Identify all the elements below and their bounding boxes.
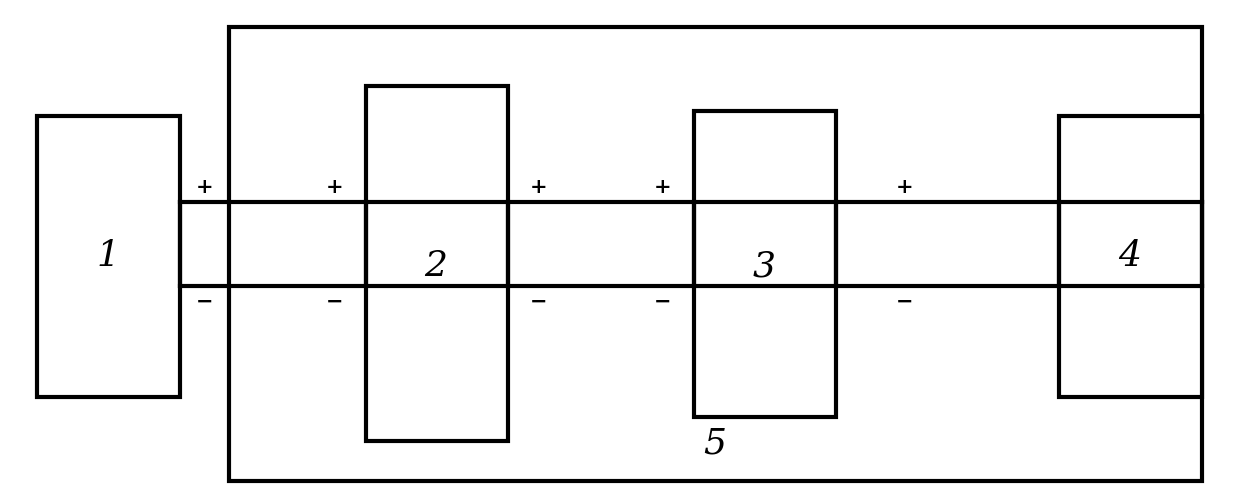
Text: −: − (196, 292, 213, 312)
FancyBboxPatch shape (1059, 116, 1202, 397)
Text: 1: 1 (97, 240, 119, 273)
Text: 5: 5 (704, 427, 726, 460)
Text: −: − (530, 292, 548, 312)
Text: −: − (326, 292, 343, 312)
Text: 2: 2 (425, 249, 447, 283)
FancyBboxPatch shape (366, 86, 508, 441)
Text: +: + (196, 177, 213, 197)
Text: +: + (326, 177, 343, 197)
FancyBboxPatch shape (229, 27, 1202, 481)
Text: 3: 3 (753, 249, 776, 283)
Text: 4: 4 (1119, 240, 1141, 273)
FancyBboxPatch shape (694, 111, 836, 417)
Text: −: − (896, 292, 913, 312)
Text: +: + (530, 177, 548, 197)
FancyBboxPatch shape (37, 116, 180, 397)
Text: +: + (896, 177, 913, 197)
Text: −: − (654, 292, 672, 312)
Text: +: + (654, 177, 672, 197)
